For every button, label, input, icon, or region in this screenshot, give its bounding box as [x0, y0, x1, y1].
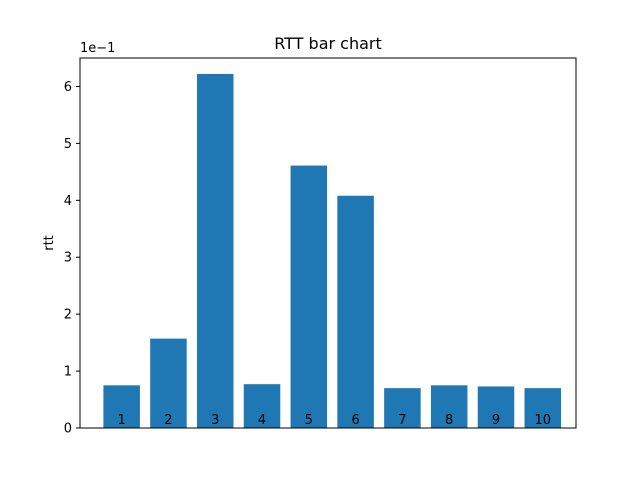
y-ticks-group: 0 1 2 3 4 5 6	[64, 80, 80, 437]
bar-label-1: 1	[118, 413, 126, 428]
y-tick-label-4: 4	[64, 194, 72, 209]
y-scale-multiplier: 1e−1	[80, 41, 115, 56]
bar-8	[430, 385, 468, 428]
plot-frame	[79, 57, 577, 429]
bar-labels-group: 1 2 3 4 5 6 7 8 9 10	[118, 413, 552, 428]
bar-3	[196, 73, 234, 428]
y-tick-label-6: 6	[64, 80, 72, 95]
y-tick-label-0: 0	[64, 422, 72, 437]
bar-label-4: 4	[258, 413, 266, 428]
bar-label-7: 7	[398, 413, 406, 428]
bar-label-3: 3	[211, 413, 219, 428]
bar-label-10: 10	[535, 413, 552, 428]
bar-7	[384, 388, 421, 428]
bar-2	[150, 338, 187, 428]
bar-9	[477, 386, 515, 428]
bar-10	[524, 388, 562, 428]
bar-4	[243, 384, 281, 428]
y-tick-label-3: 3	[64, 251, 72, 266]
bar-5	[290, 165, 328, 428]
bar-label-6: 6	[351, 413, 359, 428]
bars-group	[103, 73, 562, 428]
y-tick-label-5: 5	[64, 137, 72, 152]
y-tick-label-1: 1	[64, 365, 72, 380]
bar-6	[337, 195, 374, 428]
bar-label-9: 9	[492, 413, 500, 428]
bar-1	[103, 385, 140, 428]
chart-title: RTT bar chart	[274, 34, 382, 53]
y-tick-label-2: 2	[64, 308, 72, 323]
bar-label-8: 8	[445, 413, 453, 428]
bar-label-2: 2	[164, 413, 172, 428]
bar-label-5: 5	[305, 413, 313, 428]
y-axis-label: rtt	[42, 235, 57, 251]
